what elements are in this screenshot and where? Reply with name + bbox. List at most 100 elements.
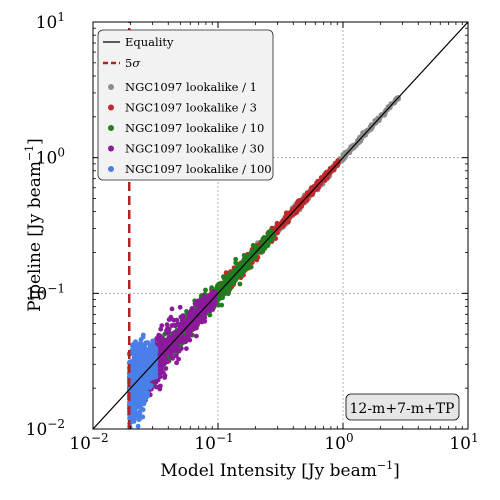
data-point — [171, 317, 177, 323]
data-point — [151, 374, 157, 380]
data-point — [186, 316, 192, 322]
data-point — [233, 256, 239, 262]
data-point — [144, 379, 150, 385]
data-point — [233, 260, 239, 266]
data-point — [207, 312, 213, 318]
data-point — [131, 419, 137, 424]
data-point — [145, 366, 151, 371]
data-point — [155, 377, 161, 383]
data-point — [131, 388, 137, 394]
data-point — [172, 323, 178, 329]
data-point — [302, 197, 308, 203]
data-point — [148, 349, 154, 355]
data-point — [149, 367, 155, 373]
axis-ticks: 10−2 10−1 100 101 10−2 10−1 100 101 — [26, 10, 479, 454]
data-point — [258, 246, 263, 252]
data-point — [241, 253, 247, 258]
legend-series-4-label: NGC1097 lookalike / 30 — [125, 142, 264, 156]
legend-series-2-swatch — [108, 104, 114, 111]
data-point — [159, 323, 165, 328]
y-tick-label: 101 — [36, 10, 65, 33]
data-point — [226, 291, 231, 297]
data-point — [274, 220, 280, 226]
data-point — [145, 390, 151, 396]
data-point — [137, 389, 143, 395]
data-point — [161, 354, 167, 360]
legend-series-3-swatch — [108, 125, 114, 131]
data-point — [174, 342, 180, 348]
x-tick-label: 101 — [449, 431, 478, 454]
legend-series-1-label: NGC1097 lookalike / 1 — [125, 80, 257, 94]
data-point — [161, 340, 166, 346]
data-point — [138, 381, 144, 387]
y-tick-label: 100 — [36, 146, 65, 169]
data-point — [130, 358, 136, 363]
data-point — [180, 339, 186, 345]
data-point — [216, 285, 221, 291]
grid — [93, 22, 468, 429]
data-point — [201, 310, 206, 316]
data-point — [177, 336, 183, 341]
y-axis-label: Pipeline [Jy beam−1] — [23, 138, 45, 312]
data-point — [135, 423, 141, 429]
data-point — [133, 410, 139, 415]
legend-series-5-swatch — [108, 166, 114, 172]
data-point — [284, 211, 289, 217]
legend-equality-label: Equality — [125, 35, 174, 49]
y-tick-label: 10−2 — [26, 417, 65, 440]
data-point — [144, 383, 149, 389]
data-point — [260, 236, 266, 242]
x-tick-label: 10−2 — [69, 431, 108, 454]
data-point — [189, 306, 195, 311]
data-point — [167, 335, 173, 341]
data-point — [153, 384, 159, 390]
data-point — [136, 369, 142, 374]
data-point — [173, 353, 179, 359]
data-point — [188, 310, 194, 316]
data-point — [185, 329, 191, 335]
data-point — [140, 407, 146, 413]
data-point — [137, 357, 143, 362]
data-point — [221, 275, 227, 281]
data-point — [184, 346, 189, 351]
data-point — [176, 348, 182, 354]
data-point — [143, 356, 149, 362]
data-point — [242, 267, 248, 272]
data-point — [191, 326, 197, 332]
data-point — [168, 350, 174, 356]
data-point — [190, 321, 196, 327]
annotation-label: 12-m+7-m+TP — [350, 401, 455, 417]
data-point — [319, 177, 324, 183]
data-point — [153, 366, 159, 371]
data-point — [129, 364, 135, 370]
data-point — [137, 341, 143, 347]
x-tick-label: 10−1 — [194, 431, 233, 454]
data-point — [145, 349, 150, 355]
data-point — [203, 287, 208, 293]
data-point — [201, 314, 207, 320]
data-point — [170, 355, 176, 361]
data-point — [209, 298, 215, 304]
data-point — [157, 374, 163, 380]
legend-series-5-label: NGC1097 lookalike / 100 — [125, 162, 272, 176]
data-point — [201, 293, 207, 299]
data-point — [280, 221, 286, 227]
legend-series-1-swatch — [108, 84, 114, 90]
data-point — [166, 326, 172, 332]
data-point — [206, 308, 212, 314]
plot-frame — [92, 21, 469, 430]
data-point — [173, 332, 179, 338]
data-point — [153, 345, 159, 351]
data-point — [201, 298, 207, 303]
data-point — [164, 322, 170, 328]
data-point — [166, 317, 172, 322]
legend-box — [97, 29, 274, 181]
legend-series-3-label: NGC1097 lookalike / 10 — [125, 121, 264, 135]
legend-series-4-swatch — [108, 145, 114, 152]
legend-5sigma-label: 5σ — [125, 56, 141, 70]
data-point — [169, 306, 175, 312]
data-point — [209, 285, 215, 290]
data-point — [194, 302, 200, 308]
data-point — [392, 99, 398, 105]
